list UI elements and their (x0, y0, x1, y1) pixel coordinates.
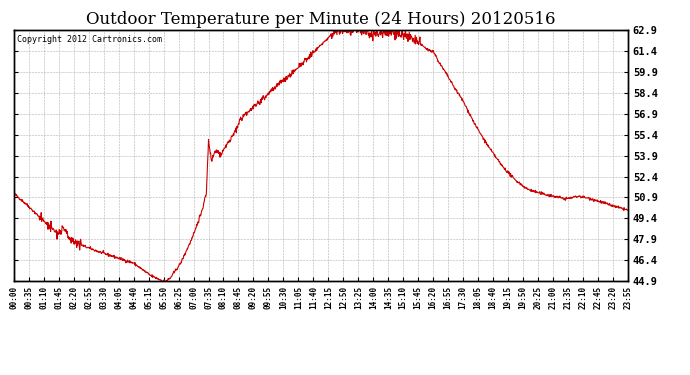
Title: Outdoor Temperature per Minute (24 Hours) 20120516: Outdoor Temperature per Minute (24 Hours… (86, 12, 555, 28)
Text: Copyright 2012 Cartronics.com: Copyright 2012 Cartronics.com (17, 35, 162, 44)
